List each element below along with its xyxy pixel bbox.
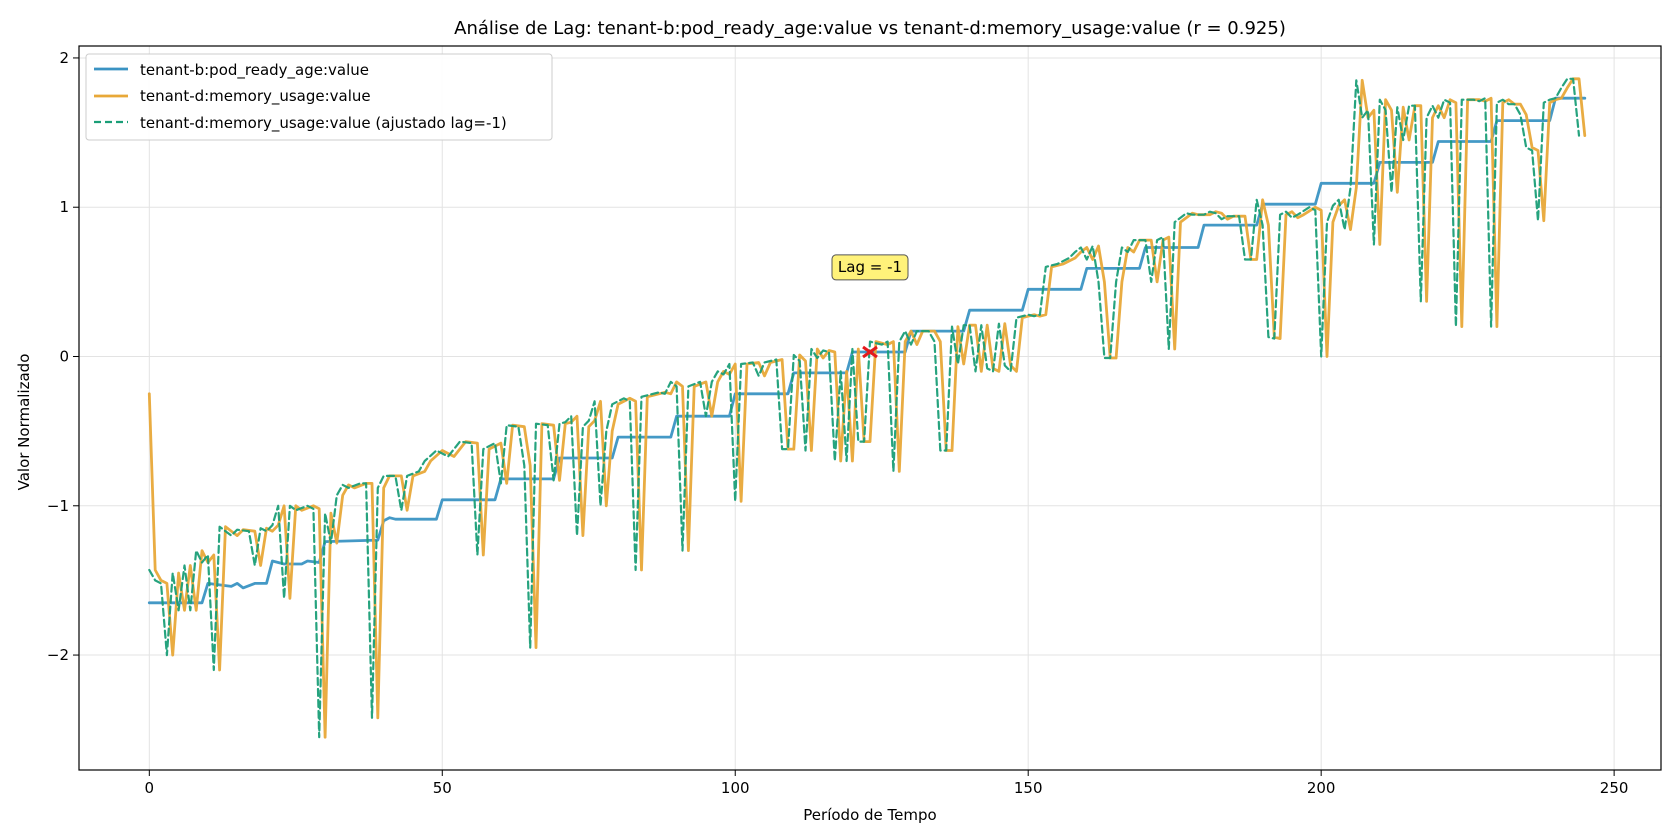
y-tick-label: −1 — [47, 497, 69, 515]
y-tick-label: 1 — [59, 198, 69, 216]
x-axis-label: Período de Tempo — [803, 806, 936, 824]
lag-annotation: Lag = -1 — [831, 254, 909, 281]
chart-title: Análise de Lag: tenant-b:pod_ready_age:v… — [454, 18, 1286, 39]
legend-label-memory-usage: tenant-d:memory_usage:value — [140, 87, 371, 106]
x-tick-label: 100 — [721, 779, 750, 797]
legend-label-memory-usage-lagged: tenant-d:memory_usage:value (ajustado la… — [140, 114, 507, 133]
series-line-memory-usage-lagged — [148, 77, 1581, 739]
x-tick-label: 200 — [1307, 779, 1336, 797]
series-lines — [147, 77, 1587, 739]
y-tick-label: −2 — [47, 646, 69, 664]
lag-marker-x — [862, 345, 878, 359]
x-tick-label: 250 — [1600, 779, 1629, 797]
axis-ticks: 0 50 100 150 200 250 −2 −1 0 1 2 — [47, 49, 1629, 797]
y-tick-label: 2 — [59, 49, 69, 67]
legend-box — [85, 53, 553, 141]
lag-annotation-box — [831, 254, 909, 281]
series-line-pod-ready-age — [147, 96, 1587, 605]
plot-frame — [78, 45, 1662, 771]
y-tick-label: 0 — [59, 347, 69, 365]
lag-annotation-text: Lag = -1 — [838, 258, 902, 276]
y-axis-label: Valor Normalizado — [15, 354, 33, 491]
x-tick-label: 50 — [433, 779, 452, 797]
series-line-memory-usage — [147, 77, 1587, 739]
x-tick-label: 0 — [145, 779, 155, 797]
legend-label-pod-ready-age: tenant-b:pod_ready_age:value — [140, 61, 369, 80]
legend: tenant-b:pod_ready_age:value tenant-d:me… — [85, 53, 553, 141]
x-tick-label: 150 — [1014, 779, 1043, 797]
marker-layer — [862, 345, 878, 359]
